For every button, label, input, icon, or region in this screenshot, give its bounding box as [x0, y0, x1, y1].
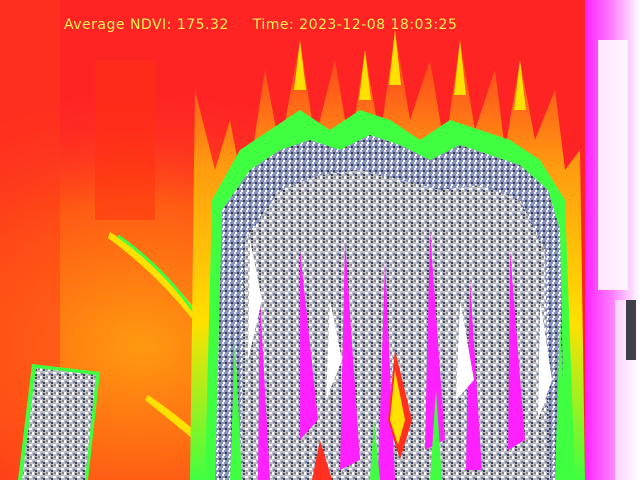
ndvi-value: 175.32: [176, 17, 229, 33]
reference-panel: [18, 364, 100, 480]
ndvi-label: Average NDVI:: [64, 17, 172, 33]
time-label: Time:: [252, 17, 295, 33]
time-value: 2023-12-08 18:03:25: [299, 17, 458, 33]
plant-canopy: [190, 30, 585, 480]
ndvi-overlay-text: Average NDVI: 175.32 Time: 2023-12-08 18…: [64, 16, 457, 34]
